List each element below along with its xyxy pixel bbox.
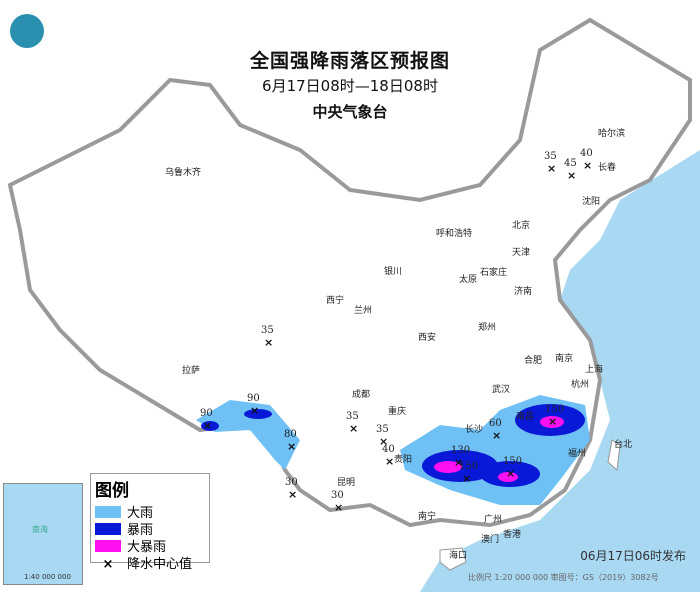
rain-center-value: 30 xyxy=(285,477,298,488)
city-label: 合肥 xyxy=(524,356,543,366)
city-label: 贵阳 xyxy=(394,455,413,465)
cma-logo xyxy=(10,14,44,48)
rain-center-x-icon: × xyxy=(250,404,260,417)
rain-center-x-icon: × xyxy=(454,456,464,469)
city-label: 呼和浩特 xyxy=(436,229,473,239)
rain-center-x-icon: × xyxy=(547,162,557,175)
south-china-sea-inset: 南海 1:40 000 000 xyxy=(3,483,83,585)
map-title: 全国强降雨落区预报图 xyxy=(249,50,450,72)
city-label: 海口 xyxy=(449,551,468,561)
severe-rainstorm-area xyxy=(498,472,518,482)
legend-item-rainstorm: 暴雨 xyxy=(95,520,205,538)
inset-label: 南海 xyxy=(32,525,48,534)
rain-center-value: 60 xyxy=(489,418,502,429)
legend-label: 大雨 xyxy=(127,506,154,521)
rain-center-x-icon: × xyxy=(567,169,577,182)
city-label: 乌鲁木齐 xyxy=(165,168,202,178)
city-label: 福州 xyxy=(568,449,587,459)
rain-center-x-icon: × xyxy=(548,415,558,428)
city-label: 昆明 xyxy=(337,478,356,488)
rain-center-value: 130 xyxy=(451,445,471,456)
city-label: 南宁 xyxy=(418,512,437,522)
rain-center-value: 90 xyxy=(200,408,213,419)
city-label: 北京 xyxy=(512,221,531,231)
inset-scale: 1:40 000 000 xyxy=(24,573,71,581)
city-label: 南京 xyxy=(555,354,574,364)
city-label: 武汉 xyxy=(492,385,511,395)
rain-center-x-icon: × xyxy=(288,488,298,501)
rain-center-value: 150 xyxy=(459,461,479,472)
rain-center-value: 30 xyxy=(331,490,344,501)
city-label: 西安 xyxy=(418,333,437,343)
legend-title: 图例 xyxy=(95,481,129,501)
city-label: 郑州 xyxy=(478,323,497,333)
city-label: 重庆 xyxy=(388,407,407,417)
city-label: 长沙 xyxy=(465,425,484,435)
rain-center-x-icon: × xyxy=(492,429,502,442)
city-label: 兰州 xyxy=(354,306,373,316)
severe-rainstorm-area xyxy=(434,461,462,473)
rain-center-value: 150 xyxy=(503,456,523,467)
sea xyxy=(420,150,700,592)
rain-center-x-icon: × xyxy=(203,419,213,432)
city-label: 天津 xyxy=(512,248,531,258)
rain-center-x-icon: × xyxy=(264,336,274,349)
rain-center-value: 35 xyxy=(346,411,359,422)
rain-center-value: 35 xyxy=(544,151,557,162)
city-label: 澳门 xyxy=(481,535,500,545)
rain-center-value: 35 xyxy=(261,325,274,336)
x-mark-icon: × xyxy=(102,556,114,572)
city-label: 哈尔滨 xyxy=(598,129,626,139)
city-label: 上海 xyxy=(585,365,604,375)
city-label: 香港 xyxy=(503,530,522,540)
rain-center-x-icon: × xyxy=(334,501,344,514)
city-label: 西宁 xyxy=(326,296,345,306)
rain-center-x-icon: × xyxy=(379,435,389,448)
hainan-island xyxy=(439,547,467,571)
city-label: 银川 xyxy=(384,267,403,277)
rain-center-value: 40 xyxy=(382,444,395,455)
taiwan-island xyxy=(607,439,621,472)
issuer: 中央气象台 xyxy=(312,103,388,121)
rain-center-value: 35 xyxy=(376,424,389,435)
legend: 图例 大雨 暴雨 大暴雨 × 降水中心值 xyxy=(90,473,210,572)
rainstorm-area xyxy=(201,421,219,431)
heavy-rain-area-tibet xyxy=(196,400,300,470)
publish-time: 06月17日06时发布 xyxy=(580,549,686,563)
rain-center-x-icon: × xyxy=(385,455,395,468)
scale-note: 比例尺 1:20 000 000 审图号：GS（2019）3082号 xyxy=(468,573,659,582)
rain-center-x-icon: × xyxy=(506,467,516,480)
rain-center-value: 90 xyxy=(247,393,260,404)
rain-center-value: 40 xyxy=(580,148,593,159)
legend-item-center-value: × 降水中心值 xyxy=(95,554,205,573)
city-label: 南昌 xyxy=(516,412,535,422)
city-label: 石家庄 xyxy=(480,268,508,278)
city-label: 沈阳 xyxy=(582,197,601,207)
legend-label: 降水中心值 xyxy=(127,557,193,572)
rain-center-x-icon: × xyxy=(287,440,297,453)
city-label: 太原 xyxy=(459,275,478,285)
rain-center-value: 45 xyxy=(564,158,577,169)
legend-label: 暴雨 xyxy=(127,523,154,538)
city-label: 长春 xyxy=(598,163,617,173)
legend-label: 大暴雨 xyxy=(127,540,167,555)
legend-item-heavy-rain: 大雨 xyxy=(95,503,205,521)
legend-item-severe-rainstorm: 大暴雨 xyxy=(95,537,205,555)
forecast-period: 6月17日08时—18日08时 xyxy=(262,77,438,95)
rain-center-x-icon: × xyxy=(583,159,593,172)
rainstorm-area xyxy=(244,409,272,419)
rain-center-value: 150 xyxy=(545,404,565,415)
city-label: 台北 xyxy=(614,440,633,450)
rain-center-x-icon: × xyxy=(462,472,472,485)
city-label: 杭州 xyxy=(571,380,590,390)
rain-center-x-icon: × xyxy=(349,422,359,435)
city-label: 济南 xyxy=(514,287,533,297)
rain-center-value: 80 xyxy=(284,429,297,440)
severe-rainstorm-area xyxy=(540,416,564,428)
city-label: 成都 xyxy=(352,390,371,400)
city-label: 广州 xyxy=(484,515,503,525)
city-label: 拉萨 xyxy=(182,366,201,376)
